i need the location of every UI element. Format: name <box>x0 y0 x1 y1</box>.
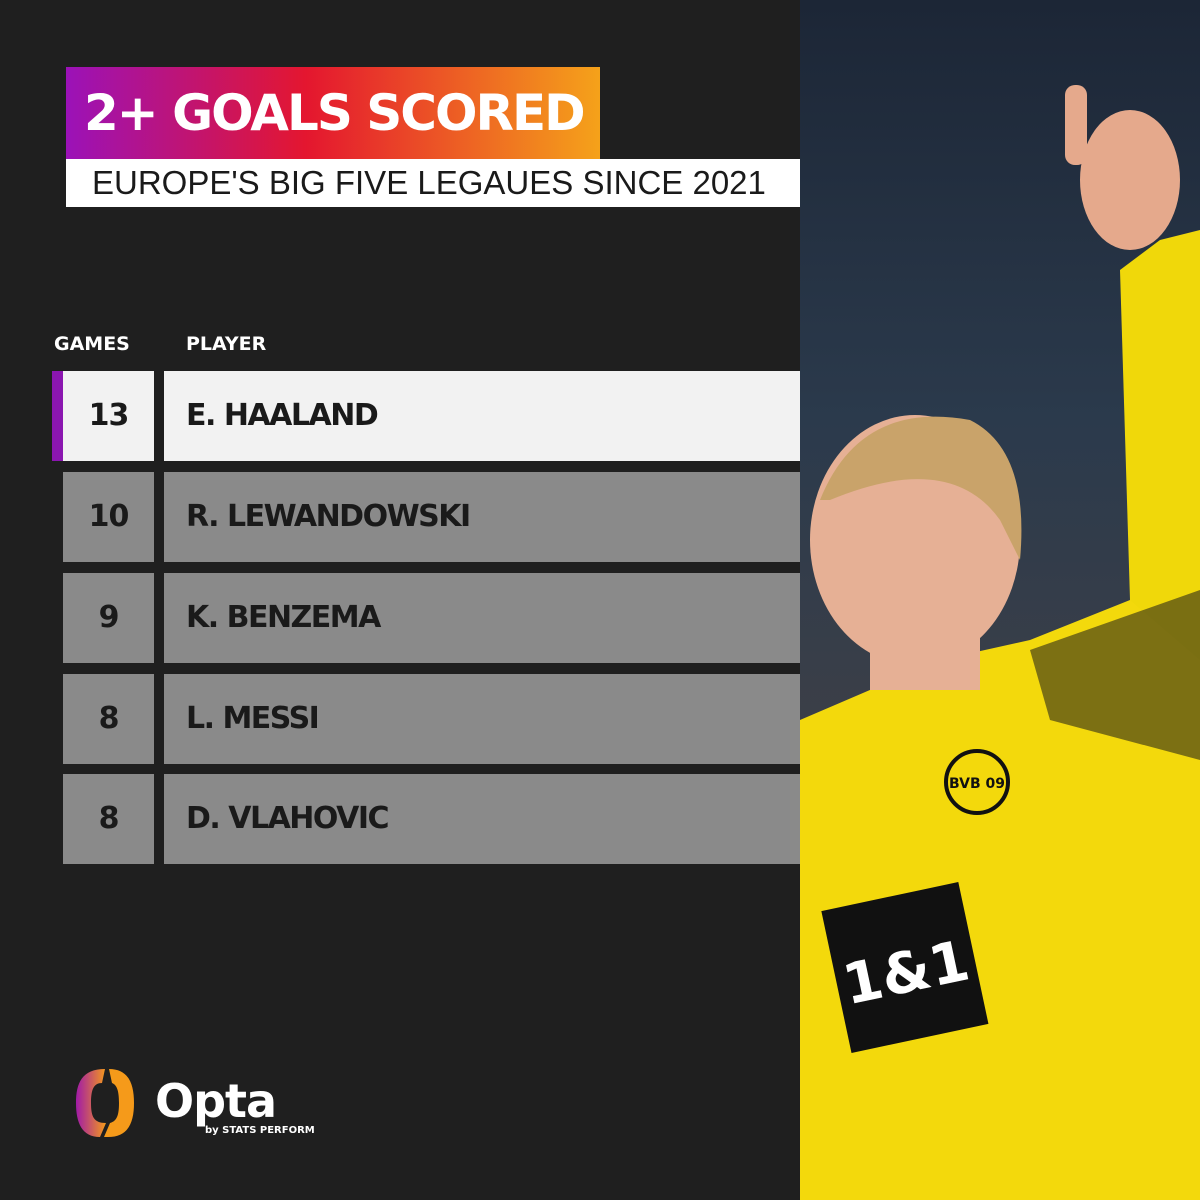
club-badge-text: BVB 09 <box>949 776 1005 792</box>
player-illustration: BVB 09 1&1 <box>800 85 1200 1200</box>
highlight-accent-bar <box>52 371 63 461</box>
table-row: 13 E. HAALAND <box>52 371 800 461</box>
table-row: 9 K. BENZEMA <box>52 573 800 663</box>
club-badge: BVB 09 <box>944 749 1010 815</box>
shirt-sponsor: 1&1 <box>821 882 989 1053</box>
page-title: 2+ GOALS SCORED <box>66 67 600 159</box>
games-cell: 10 <box>63 472 154 562</box>
player-cell: E. HAALAND <box>164 371 800 461</box>
games-cell: 8 <box>63 674 154 764</box>
player-cell: R. LEWANDOWSKI <box>164 472 800 562</box>
games-cell: 13 <box>63 371 154 461</box>
opta-wordmark: Opta <box>155 1074 277 1128</box>
player-cell: K. BENZEMA <box>164 573 800 663</box>
table-row: 8 L. MESSI <box>52 674 800 764</box>
opta-tagline: by STATS PERFORM <box>205 1125 315 1136</box>
player-photo: BVB 09 1&1 <box>800 0 1200 1200</box>
page-subtitle: EUROPE'S BIG FIVE LEGAUES SINCE 2021 <box>66 159 815 207</box>
opta-logo-icon <box>72 1063 138 1147</box>
player-cell: L. MESSI <box>164 674 800 764</box>
column-header-games: GAMES <box>54 333 130 355</box>
games-cell: 8 <box>63 774 154 864</box>
table-row: 8 D. VLAHOVIC <box>52 774 800 864</box>
games-cell: 9 <box>63 573 154 663</box>
table-row: 10 R. LEWANDOWSKI <box>52 472 800 562</box>
column-header-player: PLAYER <box>186 333 267 355</box>
player-cell: D. VLAHOVIC <box>164 774 800 864</box>
